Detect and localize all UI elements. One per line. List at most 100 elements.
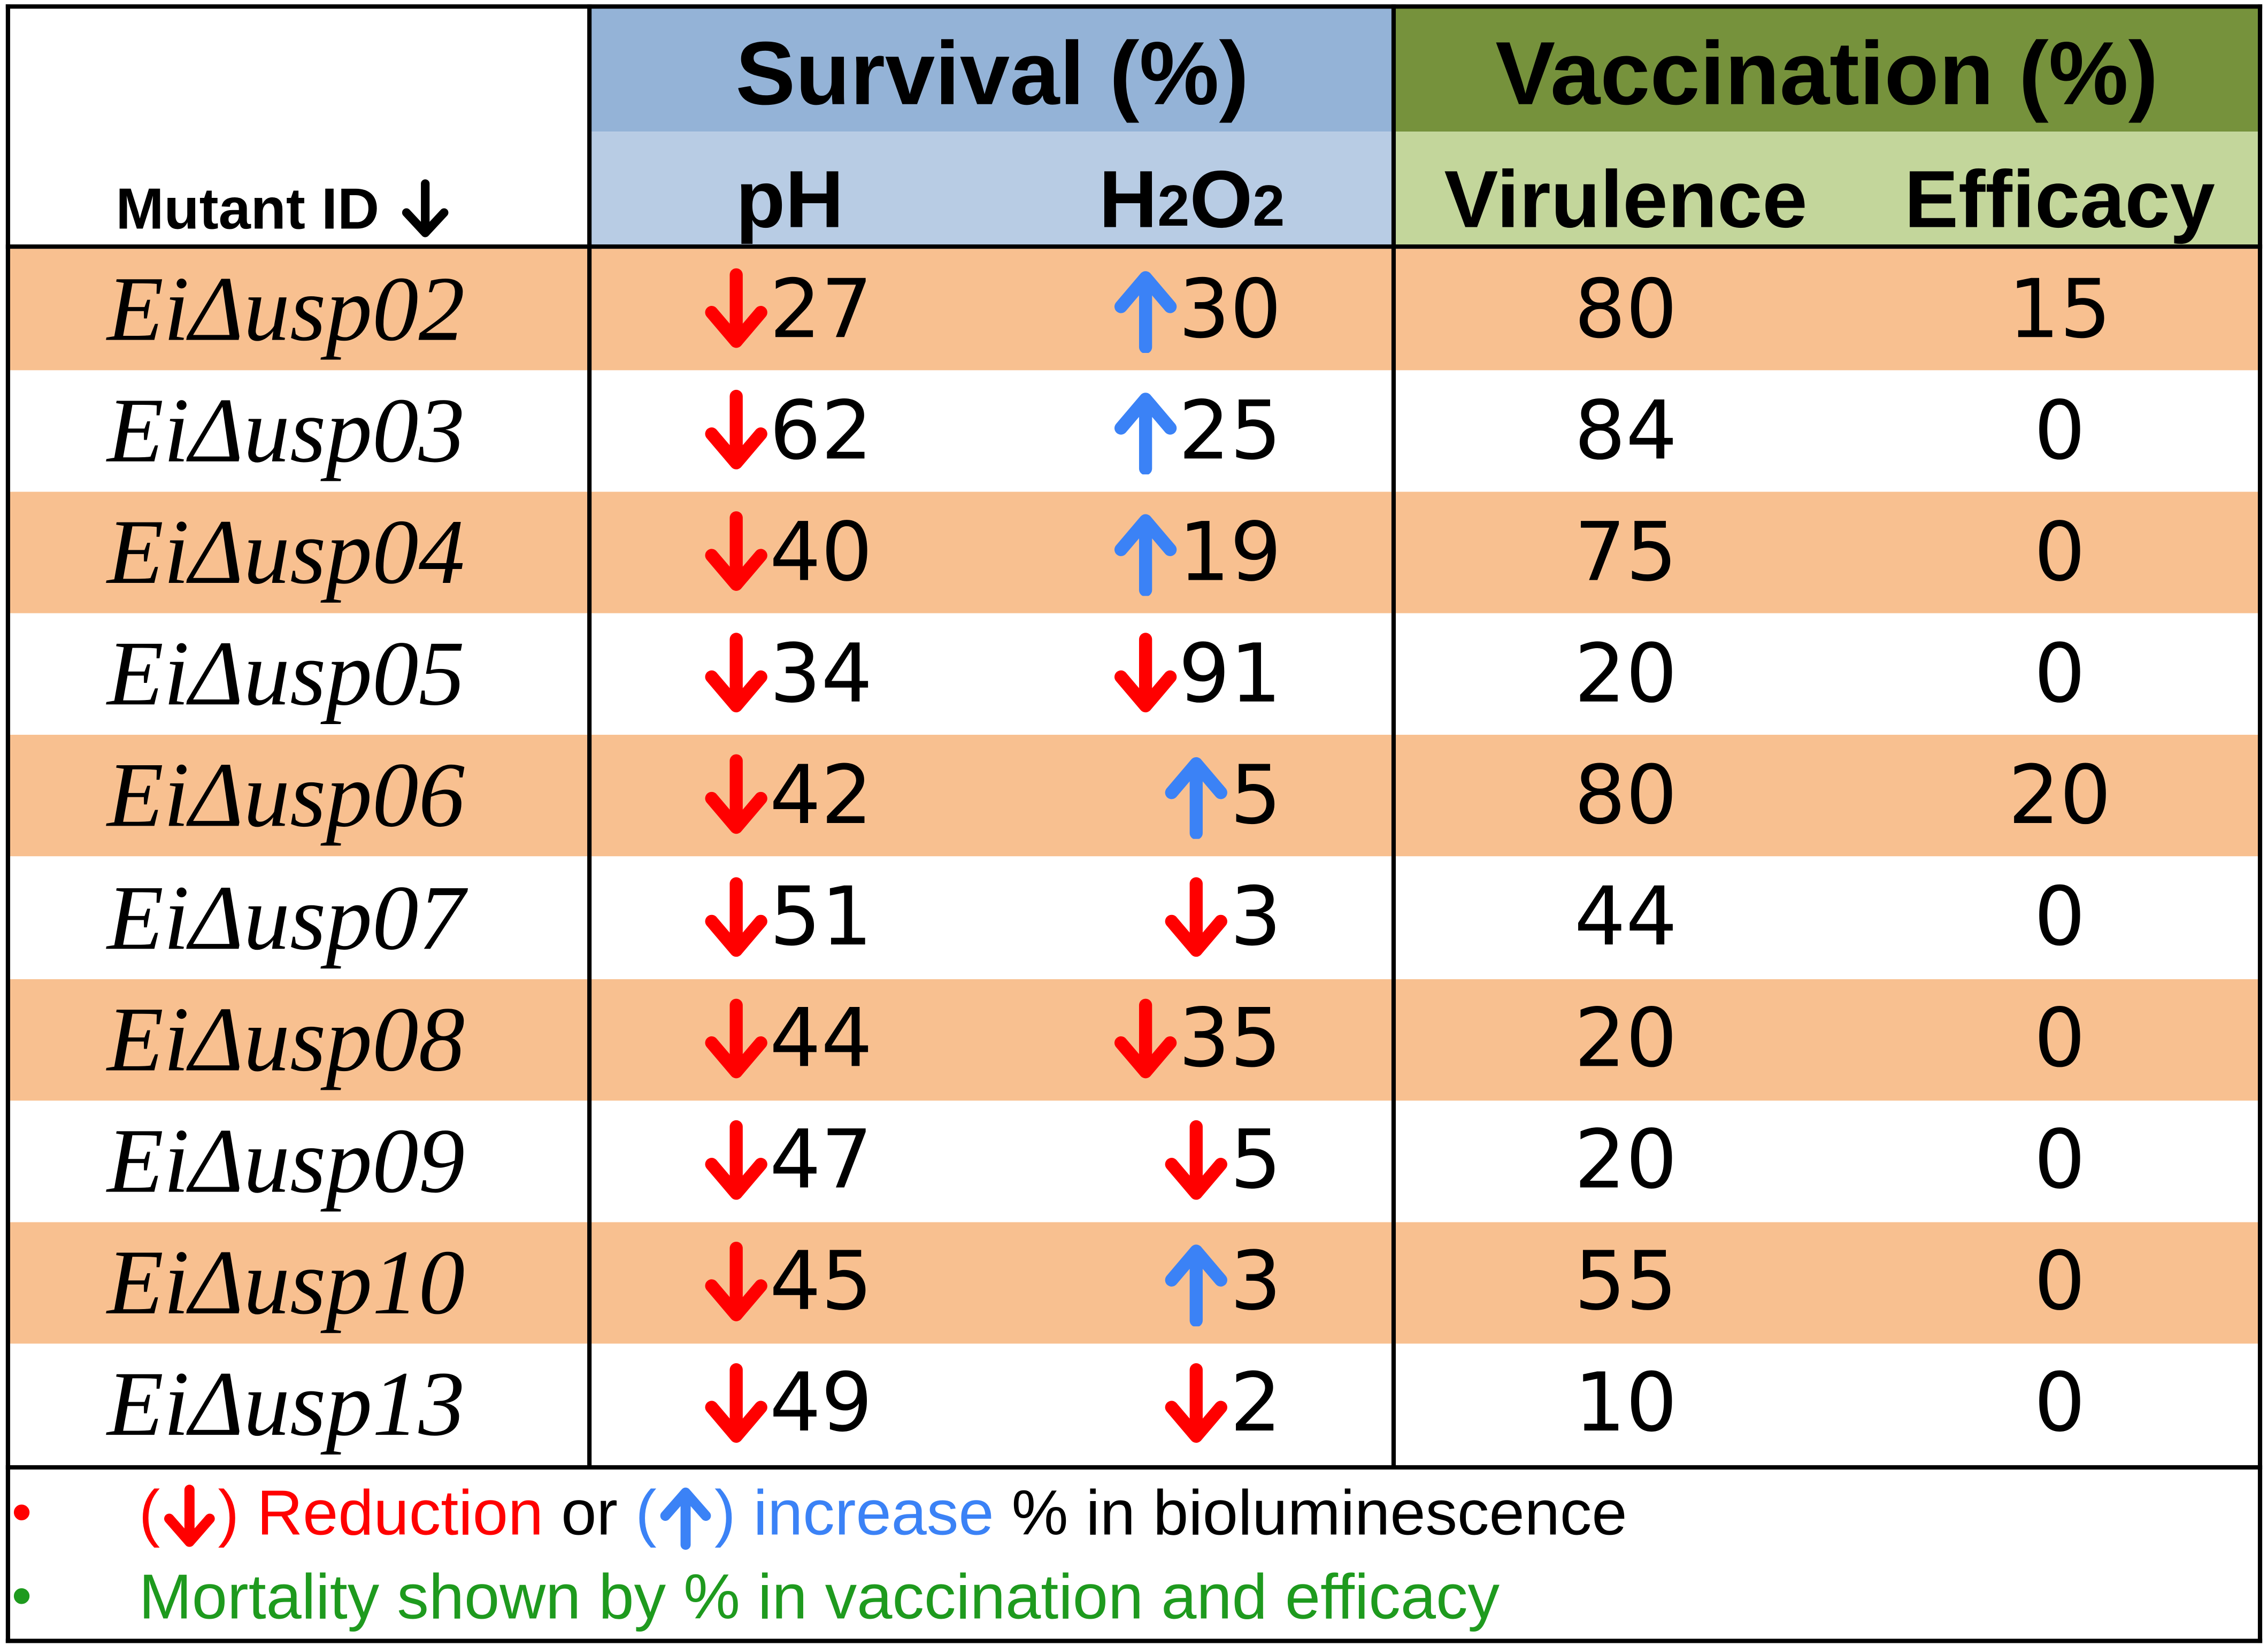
table-row: [9, 1343, 2259, 1465]
efficacy-cell: 0: [2034, 505, 2086, 600]
arrow-down-red-icon: [705, 1119, 767, 1199]
ph-cell: 40: [703, 492, 934, 613]
outer-border-left: [5, 4, 10, 1643]
h2o2-value: 35: [1178, 992, 1282, 1087]
legend-or: or: [561, 1478, 618, 1549]
efficacy-cell: 0: [2034, 992, 2086, 1087]
h2o2-cell: 30: [1047, 249, 1281, 370]
arrow-up-blue-icon: [1114, 271, 1177, 353]
table-row: [9, 857, 2259, 979]
ph-cell: 51: [703, 857, 934, 979]
arrow-down-red-icon: [1114, 998, 1177, 1078]
h2o2-value: 3: [1229, 1235, 1282, 1330]
efficacy-cell: 15: [2008, 262, 2111, 357]
legend-close-paren-blue: ): [714, 1478, 736, 1549]
table-row: [9, 978, 2259, 1101]
arrow-down-red-icon: [705, 998, 767, 1078]
legend-rest: % in bioluminescence: [1011, 1478, 1627, 1549]
arrow-up-blue-icon: [660, 1488, 711, 1551]
ph-cell: 34: [703, 614, 934, 735]
ph-cell: 45: [703, 1222, 934, 1343]
mutant-id-header: Mutant ID: [116, 174, 451, 246]
efficacy-cell: 0: [2034, 1235, 2086, 1330]
virulence-cell: 10: [1574, 1357, 1678, 1451]
table-row: [9, 735, 2259, 857]
h2o2-cell: 35: [1047, 979, 1281, 1100]
h2o2-cell: 19: [1047, 492, 1281, 613]
virulence-cell: 75: [1574, 505, 1678, 600]
mutant-id-cell: EiΔusp13: [107, 1352, 465, 1455]
arrow-down-red-icon: [705, 268, 767, 348]
efficacy-cell: 20: [2008, 749, 2111, 843]
virulence-cell: 20: [1574, 627, 1678, 722]
outer-border-bottom: [5, 1639, 2263, 1643]
body-legend-divider: [5, 1465, 2263, 1470]
arrow-down-red-icon: [1165, 1363, 1228, 1443]
mutant-id-cell: EiΔusp08: [107, 987, 465, 1090]
efficacy-cell: 0: [2034, 1114, 2086, 1208]
h2o2-value: 91: [1178, 627, 1282, 722]
vaccination-header-top: [1394, 7, 2259, 132]
mutant-id-cell: EiΔusp09: [107, 1109, 465, 1212]
virulence-cell: 84: [1574, 384, 1678, 479]
vaccination-header-sub: [1394, 132, 2259, 248]
outer-border-right: [2258, 4, 2263, 1643]
table-row: [9, 370, 2259, 492]
ph-value: 49: [769, 1357, 873, 1451]
efficacy-cell: 0: [2034, 384, 2086, 479]
h2o2-value: 5: [1229, 1114, 1282, 1208]
virulence-cell: 44: [1574, 871, 1678, 965]
ph-cell: 62: [703, 371, 934, 492]
legend-increase: increase: [753, 1478, 994, 1549]
ph-value: 34: [769, 627, 873, 722]
vaccination-title: Vaccination (%): [1495, 24, 2158, 124]
h2o2-sub2: 2: [1252, 174, 1285, 238]
arrow-down-red-icon: [164, 1485, 214, 1548]
h2o2-cell: 3: [1047, 1222, 1281, 1343]
arrow-down-red-icon: [705, 1241, 767, 1321]
efficacy-cell: 0: [2034, 627, 2086, 722]
ph-value: 45: [769, 1235, 873, 1330]
h2o2-o: O: [1189, 152, 1253, 244]
arrow-down-red-icon: [705, 755, 767, 835]
h2o2-value: 2: [1229, 1357, 1282, 1451]
ph-value: 27: [769, 262, 873, 357]
h2o2-cell: 3: [1047, 857, 1281, 979]
legend-open-paren-red: (: [139, 1478, 160, 1549]
virulence-cell: 55: [1574, 1235, 1678, 1330]
survival-header-top: [590, 7, 1395, 132]
mutant-id-cell: EiΔusp07: [107, 865, 465, 968]
ph-value: 51: [769, 871, 873, 965]
arrow-down-red-icon: [705, 876, 767, 956]
mutant-id-cell: EiΔusp05: [107, 622, 465, 725]
mutant-id-label: Mutant ID: [116, 177, 380, 241]
mutant-id-cell: EiΔusp04: [107, 501, 465, 604]
ph-cell: 49: [703, 1343, 934, 1465]
mutant-id-cell: EiΔusp06: [107, 744, 465, 847]
mutant-id-cell: EiΔusp02: [107, 257, 465, 360]
arrow-down-red-icon: [705, 1363, 767, 1443]
table-row: [9, 249, 2259, 371]
table-row: [9, 1100, 2259, 1222]
h2o2-cell: 5: [1047, 1100, 1281, 1221]
legend-line-2: Mortality shown by % in vaccination and …: [139, 1562, 1500, 1633]
efficacy-cell: 0: [2034, 1357, 2086, 1451]
ph-cell: 47: [703, 1100, 934, 1221]
ph-value: 47: [769, 1114, 873, 1208]
virulence-column-header: Virulence: [1444, 152, 1808, 244]
ph-cell: 42: [703, 735, 934, 857]
ph-value: 44: [769, 992, 873, 1087]
survival-header-sub: [590, 132, 1395, 248]
header-divider: [5, 244, 2263, 249]
table-row: [9, 613, 2259, 735]
arrow-down-icon: [402, 179, 449, 237]
table-row: [9, 1221, 2259, 1344]
h2o2-cell: 2: [1047, 1343, 1281, 1465]
arrow-down-red-icon: [1114, 633, 1177, 713]
virulence-cell: 20: [1574, 992, 1678, 1087]
h2o2-cell: 5: [1047, 735, 1281, 857]
h2o2-cell: 91: [1047, 614, 1281, 735]
ph-column-header: pH: [735, 152, 844, 244]
